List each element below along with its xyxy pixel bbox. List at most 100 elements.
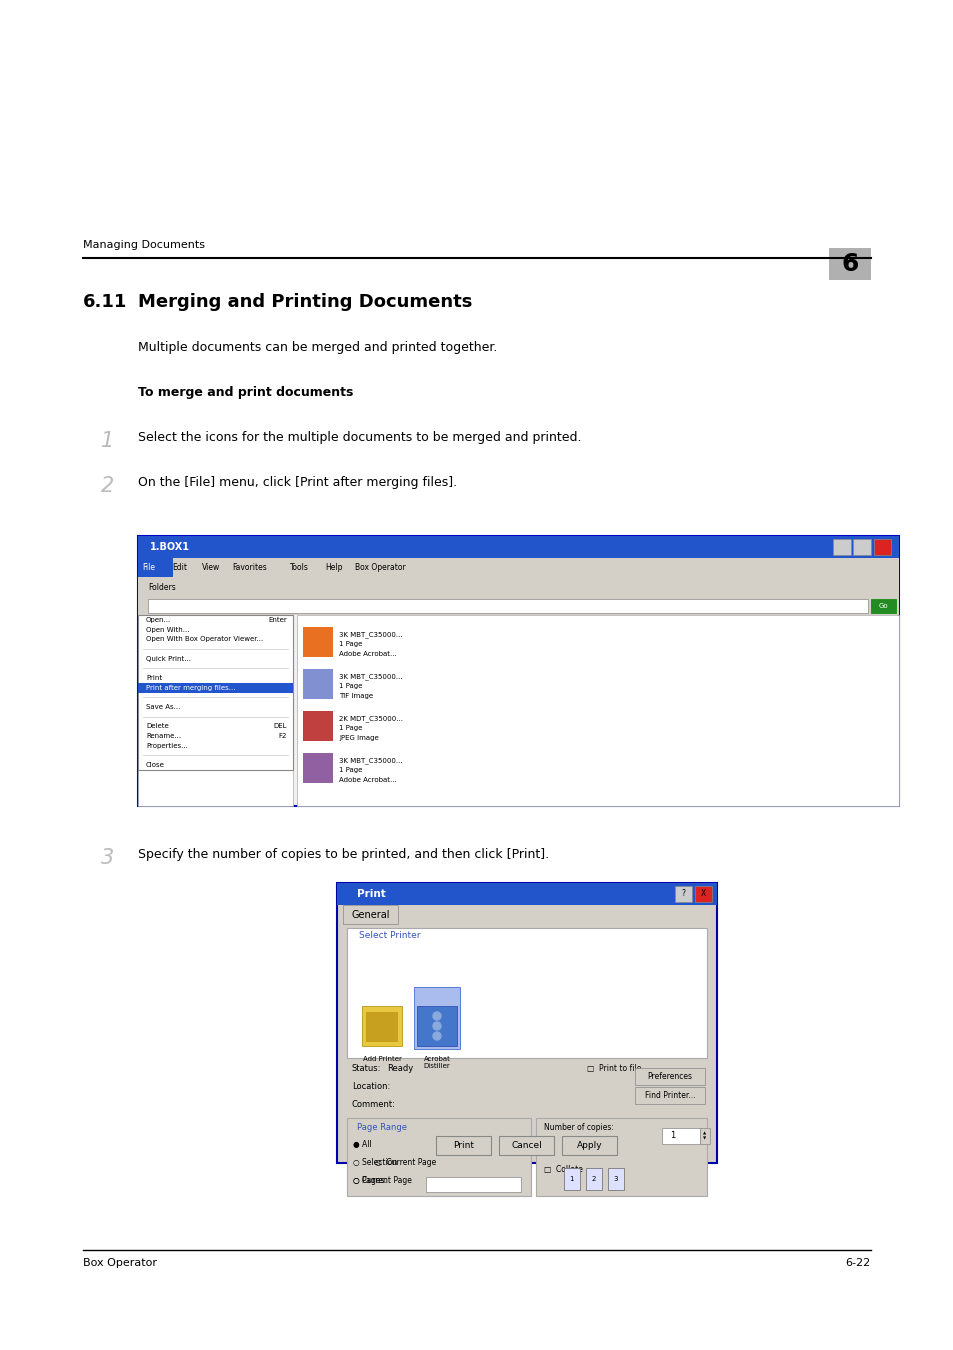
FancyBboxPatch shape [416,1006,456,1046]
FancyBboxPatch shape [635,1068,704,1085]
Text: ○ Selection: ○ Selection [353,1158,396,1166]
Text: Rename...: Rename... [146,733,181,738]
FancyBboxPatch shape [436,1135,491,1156]
FancyBboxPatch shape [535,1118,706,1196]
Text: 3K MBT_C35000...: 3K MBT_C35000... [338,674,402,680]
Text: 1.BOX1: 1.BOX1 [150,541,190,552]
FancyBboxPatch shape [661,1129,700,1143]
Text: Favorites: Favorites [232,563,267,572]
Text: 1 Page: 1 Page [338,683,362,688]
Text: 2: 2 [101,477,114,495]
Text: MFP02: MFP02 [165,730,188,737]
Text: Open With Box Operator Viewer...: Open With Box Operator Viewer... [146,636,263,643]
Text: Specify the number of copies to be printed, and then click [Print].: Specify the number of copies to be print… [138,848,549,861]
FancyBboxPatch shape [347,927,706,1058]
Text: Acrobat
Distiller: Acrobat Distiller [423,1056,450,1069]
Text: Go: Go [878,603,887,609]
Text: Select Printer: Select Printer [358,931,420,940]
FancyBboxPatch shape [361,1006,401,1046]
Text: Print: Print [356,890,385,899]
FancyBboxPatch shape [695,886,711,902]
FancyBboxPatch shape [138,558,898,576]
Text: 1: 1 [101,431,114,451]
Text: Save As...: Save As... [146,705,180,710]
FancyBboxPatch shape [607,1168,623,1189]
Text: X: X [700,890,705,899]
Text: Open...: Open... [146,617,172,622]
FancyBboxPatch shape [138,576,898,597]
Text: Add Printer: Add Printer [362,1056,401,1062]
Text: 3: 3 [613,1176,618,1183]
FancyBboxPatch shape [343,904,397,923]
Text: 6.11: 6.11 [83,293,128,310]
FancyBboxPatch shape [833,539,851,555]
Text: DEL: DEL [274,724,287,729]
Text: TIF Image: TIF Image [338,693,373,699]
Text: Box Operator: Box Operator [83,1258,157,1268]
FancyBboxPatch shape [828,248,870,279]
Text: 1 Page: 1 Page [338,641,362,647]
FancyBboxPatch shape [150,697,162,709]
Text: Edit: Edit [172,563,187,572]
Text: ○  Current Page: ○ Current Page [375,1158,436,1166]
FancyBboxPatch shape [869,599,895,613]
Text: Managing Documents: Managing Documents [83,240,205,250]
Text: 3: 3 [101,848,114,868]
Text: Number of copies:: Number of copies: [543,1123,613,1133]
FancyBboxPatch shape [700,1129,709,1143]
FancyBboxPatch shape [138,597,898,616]
Text: Delete: Delete [146,724,169,729]
FancyBboxPatch shape [150,729,162,741]
Text: Properties...: Properties... [146,743,188,749]
Text: 6-22: 6-22 [845,1258,870,1268]
FancyBboxPatch shape [138,616,293,806]
Text: Merging and Printing Documents: Merging and Printing Documents [138,293,472,310]
Text: JPEG Image: JPEG Image [338,734,378,741]
FancyBboxPatch shape [138,536,898,558]
Text: Page Range: Page Range [356,1123,407,1133]
Text: 1 Page: 1 Page [338,767,362,774]
Text: Close: Close [146,763,165,768]
Text: □  Print to file: □ Print to file [586,1064,640,1073]
Text: 2: 2 [591,1176,596,1183]
Text: File: File [142,563,154,572]
Text: Quick Print...: Quick Print... [146,656,191,662]
FancyBboxPatch shape [150,680,162,693]
Text: Folders: Folders [148,582,175,591]
Text: ● All: ● All [353,1139,372,1149]
Text: 1: 1 [569,1176,574,1183]
Text: 4.BOX4: 4.BOX4 [165,699,190,705]
Text: On the [File] menu, click [Print after merging files].: On the [File] menu, click [Print after m… [138,477,456,489]
FancyBboxPatch shape [585,1168,601,1189]
Text: View: View [202,563,220,572]
FancyBboxPatch shape [303,626,333,657]
Text: Location:: Location: [352,1081,390,1091]
Text: Adobe Acrobat...: Adobe Acrobat... [338,778,396,783]
FancyBboxPatch shape [425,1177,520,1192]
Text: Apply: Apply [577,1141,602,1150]
FancyBboxPatch shape [853,539,871,555]
FancyBboxPatch shape [303,753,333,783]
FancyBboxPatch shape [336,883,717,1162]
Text: Box Operator: Box Operator [355,563,405,572]
Text: Help: Help [325,563,342,572]
Text: Print after merging files...: Print after merging files... [146,684,235,691]
Text: Status:: Status: [352,1064,381,1073]
Circle shape [433,1012,440,1021]
FancyBboxPatch shape [150,713,162,725]
Text: 3K MBT_C35000...: 3K MBT_C35000... [338,757,402,764]
FancyBboxPatch shape [635,1087,704,1104]
FancyBboxPatch shape [563,1168,579,1189]
FancyBboxPatch shape [138,536,898,806]
Circle shape [433,1031,440,1040]
FancyBboxPatch shape [138,558,172,576]
FancyBboxPatch shape [148,599,867,613]
Text: Enter: Enter [268,617,287,622]
Text: ○ Pages:: ○ Pages: [353,1176,387,1185]
Text: Cancel: Cancel [511,1141,542,1150]
Text: Comment:: Comment: [352,1100,395,1108]
FancyBboxPatch shape [150,666,162,676]
Text: 1 Page: 1 Page [338,725,362,730]
Text: To merge and print documents: To merge and print documents [138,386,353,400]
Text: F2: F2 [278,733,287,738]
